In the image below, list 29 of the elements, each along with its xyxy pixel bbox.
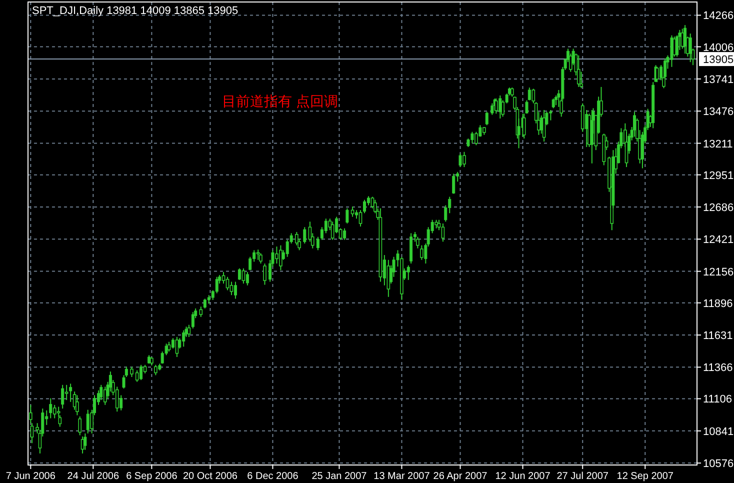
y-tick-label: 10841 [703,426,734,438]
ref-line-label: 13905 [703,54,734,66]
y-tick-label: 14006 [703,42,734,54]
y-tick-label: 14266 [703,10,734,22]
y-tick-label: 11366 [703,362,733,374]
y-tick-label: 11631 [703,330,733,342]
y-tick-label: 12951 [703,170,734,182]
x-tick-label: 25 Jan 2007 [312,471,368,482]
y-tick-label: 12686 [703,202,734,214]
x-tick-label: 6 Dec 2006 [247,471,299,482]
x-tick-label: 27 Jul 2007 [556,471,609,482]
annotation: 目前道指有 点回调 [222,93,338,109]
y-tick-label: 10576 [703,458,734,470]
x-tick-label: 13 Mar 2007 [374,471,430,482]
y-tick-label: 11896 [703,298,733,310]
x-tick-label: 20 Oct 2006 [182,471,238,482]
x-tick-label: 26 Apr 2007 [433,471,488,482]
x-tick-label: 7 Jun 2006 [6,471,56,482]
chart-title: SPT_DJI,Daily 13981 14009 13865 13905 [32,5,238,17]
y-tick-label: 13741 [703,74,734,86]
x-tick-label: 24 Jul 2006 [67,471,120,482]
y-tick-label: 13476 [703,106,734,118]
y-tick-label: 12156 [703,266,734,278]
x-tick-label: 12 Sep 2007 [616,471,674,482]
x-tick-label: 12 Jun 2007 [495,471,551,482]
y-tick-label: 13211 [703,138,733,150]
x-tick-label: 6 Sep 2006 [126,471,178,482]
y-tick-label: 12421 [703,234,734,246]
y-tick-label: 11106 [703,394,732,406]
